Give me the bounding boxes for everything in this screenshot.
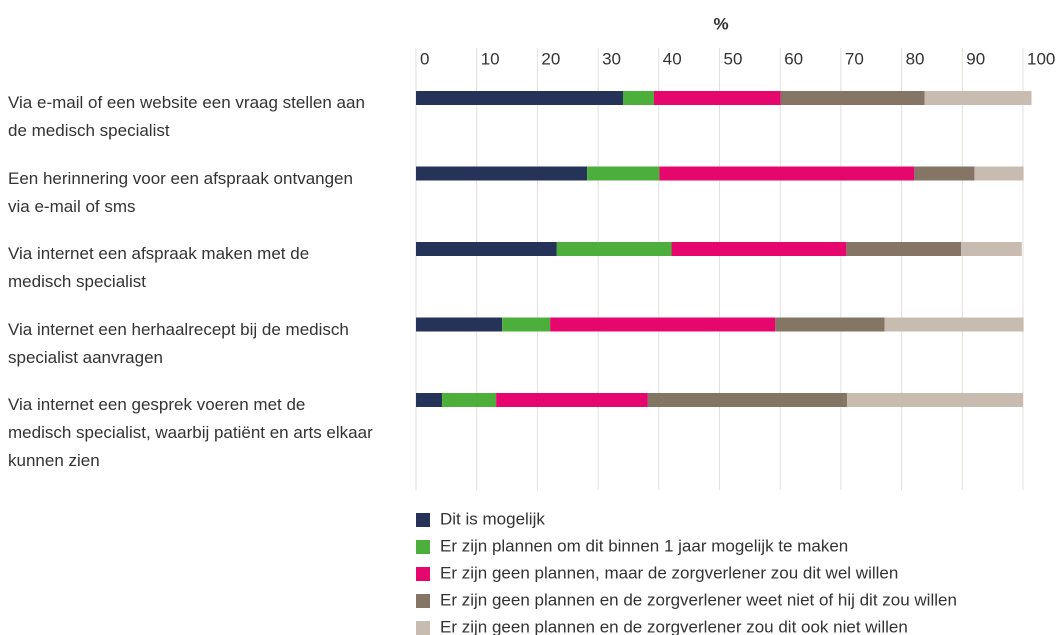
category-label: Een herinnering voor een afspraak ontvan… bbox=[8, 168, 353, 216]
x-axis-label: % bbox=[713, 14, 728, 33]
x-tick-label: 10 bbox=[481, 49, 500, 68]
legend-label: Er zijn geen plannen en de zorgverlener … bbox=[440, 590, 957, 609]
bar-segment bbox=[846, 393, 1023, 407]
bar-segment bbox=[961, 242, 1022, 256]
x-tick-label: 30 bbox=[602, 49, 621, 68]
bar-segment bbox=[416, 393, 443, 407]
bar-segment bbox=[914, 166, 975, 181]
bar-segment bbox=[550, 317, 776, 332]
bar-segment bbox=[924, 91, 1032, 105]
bar-segment bbox=[653, 91, 781, 105]
legend-swatch bbox=[416, 594, 430, 608]
x-tick-label: 20 bbox=[541, 49, 560, 68]
bar-segment bbox=[416, 317, 503, 332]
legend-label: Er zijn geen plannen en de zorgverlener … bbox=[440, 617, 908, 635]
bar-segment bbox=[974, 166, 1024, 181]
x-tick-label: 90 bbox=[966, 49, 985, 68]
category-label: Via internet een gesprek voeren met de m… bbox=[8, 395, 373, 470]
legend-swatch bbox=[416, 621, 430, 635]
x-tick-label: 40 bbox=[663, 49, 682, 68]
category-label: Via internet een afspraak maken met de m… bbox=[8, 244, 310, 291]
legend-label: Er zijn plannen om dit binnen 1 jaar mog… bbox=[440, 536, 848, 555]
bar-segment bbox=[496, 393, 648, 407]
category-label: Via e-mail of een website een vraag stel… bbox=[8, 93, 365, 140]
x-tick-label: 0 bbox=[420, 49, 429, 68]
category-label: Via internet een herhaalrecept bij de me… bbox=[8, 319, 349, 367]
bar-segment bbox=[416, 166, 588, 181]
x-tick-label: 100 bbox=[1027, 49, 1055, 68]
bar-segment bbox=[671, 242, 847, 256]
bar-segment bbox=[587, 166, 660, 181]
x-tick-label: 80 bbox=[906, 49, 925, 68]
bar-segment bbox=[556, 242, 672, 256]
legend-swatch bbox=[416, 513, 430, 527]
bar-segment bbox=[622, 91, 654, 105]
x-tick-label: 50 bbox=[724, 49, 743, 68]
bar-segment bbox=[442, 393, 497, 407]
legend-label: Er zijn geen plannen, maar de zorgverlen… bbox=[440, 563, 898, 582]
bar-segment bbox=[647, 393, 847, 407]
bar-segment bbox=[502, 317, 551, 332]
bar-segment bbox=[416, 91, 623, 105]
bar-segment bbox=[775, 317, 885, 332]
bar-segment bbox=[416, 242, 557, 256]
x-tick-label: 70 bbox=[845, 49, 864, 68]
x-tick-label: 60 bbox=[784, 49, 803, 68]
bar-segment bbox=[659, 166, 915, 181]
bar-segment bbox=[846, 242, 962, 256]
bar-segment bbox=[780, 91, 925, 105]
bar-segment bbox=[884, 317, 1024, 332]
legend-swatch bbox=[416, 540, 430, 554]
legend-label: Dit is mogelijk bbox=[440, 509, 545, 528]
legend-swatch bbox=[416, 567, 430, 581]
